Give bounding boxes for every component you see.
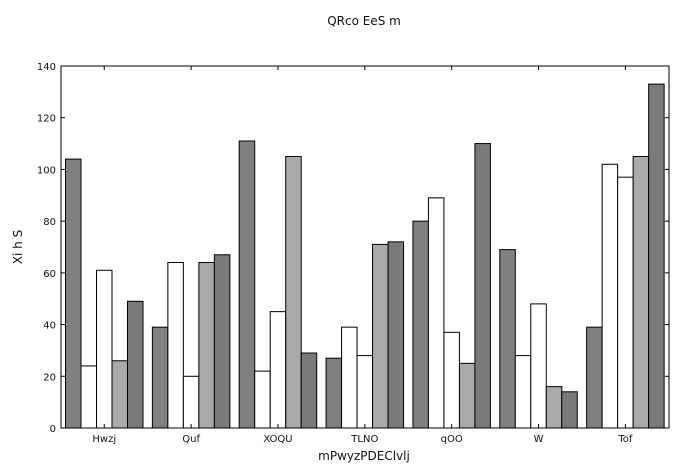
- bar-Quf-series-1: [151, 326, 169, 429]
- bar-qOO-series-5: [474, 143, 491, 429]
- bar-Hwzj-series-5: [127, 300, 144, 429]
- bar-W-series-4: [545, 386, 563, 429]
- x-tick-label: qOO: [441, 434, 463, 445]
- bar-Tof-series-1: [586, 326, 603, 429]
- bar-qOO-series-3: [443, 331, 460, 429]
- bar-XOQU-series-1: [238, 140, 256, 429]
- y-tick-label: 20: [43, 372, 56, 383]
- y-tick-label: 140: [37, 62, 56, 73]
- bars-group: [65, 83, 665, 429]
- y-ticks-group: 0 20 40 60 80 100 120 140: [37, 62, 669, 435]
- bar-TLNO-series-3: [356, 355, 374, 429]
- bar-XOQU-series-3: [269, 311, 287, 429]
- y-tick-label: 100: [37, 165, 56, 176]
- bar-Tof-series-4: [632, 156, 650, 429]
- x-ticks-group: Hwzj Quf XOQU TLNO qOO W Tof: [92, 66, 633, 445]
- bar-qOO-series-2: [427, 197, 445, 429]
- bar-TLNO-series-5: [387, 241, 405, 429]
- bar-W-series-1: [499, 249, 516, 429]
- bar-Hwzj-series-2: [80, 365, 97, 429]
- x-tick-label: Hwzj: [92, 434, 116, 445]
- bar-XOQU-series-2: [254, 370, 271, 429]
- bar-TLNO-series-4: [372, 243, 389, 429]
- bar-W-series-2: [514, 355, 532, 429]
- x-axis-label: mPwyzPDEClvlj: [318, 449, 410, 463]
- bar-TLNO-series-2: [341, 326, 358, 429]
- bar-Tof-series-3: [617, 176, 634, 429]
- bar-Hwzj-series-3: [96, 269, 113, 429]
- y-tick-label: 40: [43, 321, 56, 332]
- y-tick-label: 120: [37, 114, 56, 125]
- x-tick-label: W: [534, 434, 544, 445]
- bar-W-series-5: [561, 391, 578, 429]
- bar-TLNO-series-1: [325, 357, 343, 429]
- x-tick-label: Quf: [182, 434, 200, 445]
- plot-frame: [60, 65, 670, 429]
- bar-XOQU-series-4: [285, 156, 302, 429]
- x-tick-label: XOQU: [263, 434, 292, 445]
- bar-Tof-series-5: [648, 83, 665, 429]
- bar-qOO-series-1: [412, 220, 429, 429]
- bar-Quf-series-4: [198, 262, 215, 429]
- y-axis-label: Xi h S: [11, 230, 25, 264]
- y-tick-label: 60: [43, 269, 56, 280]
- chart-title: QRco EeS m: [327, 14, 401, 28]
- bar-Quf-series-3: [182, 375, 200, 429]
- y-tick-label: 80: [43, 217, 56, 228]
- x-tick-label: Tof: [617, 434, 633, 445]
- bar-Hwzj-series-1: [65, 158, 82, 429]
- bar-Hwzj-series-4: [111, 360, 128, 429]
- bar-Quf-series-2: [167, 262, 184, 429]
- x-tick-label: TLNO: [350, 434, 378, 445]
- bar-W-series-3: [530, 303, 547, 429]
- bar-Tof-series-2: [601, 163, 619, 429]
- bar-XOQU-series-5: [300, 352, 318, 429]
- bar-qOO-series-4: [458, 362, 476, 429]
- bar-Quf-series-5: [213, 254, 231, 429]
- y-tick-label: 0: [50, 424, 56, 435]
